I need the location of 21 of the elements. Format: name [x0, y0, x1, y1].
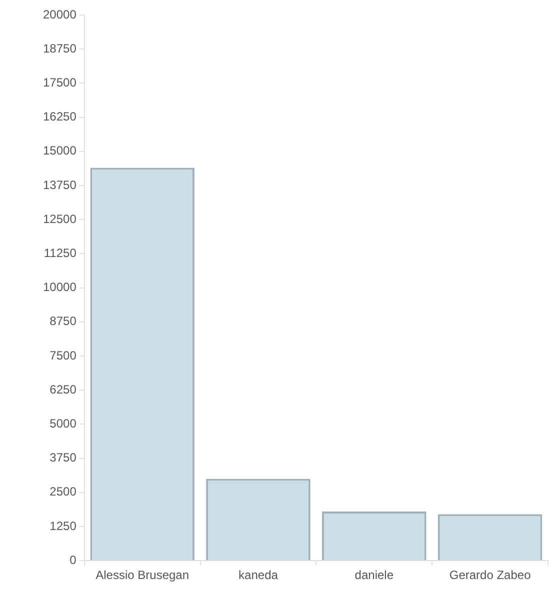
y-tick-label: 0: [70, 552, 77, 567]
y-tick-label: 7500: [50, 348, 77, 362]
y-tick-label: 15000: [42, 144, 77, 158]
y-tick-label: 3750: [50, 450, 77, 465]
y-tick-label: 20000: [42, 7, 77, 22]
x-tick-label: daniele: [354, 568, 394, 582]
y-tick-label: 10000: [42, 280, 77, 294]
x-tick-label: Gerardo Zabeo: [449, 568, 532, 582]
x-tick-label: kaneda: [238, 568, 278, 582]
y-tick-label: 16250: [42, 110, 77, 124]
y-tick-label: 8750: [50, 314, 77, 328]
y-tick-label: 12500: [42, 212, 77, 226]
x-tick-label: Alessio Brusegan: [96, 568, 190, 582]
y-tick-label: 2500: [50, 484, 77, 499]
y-tick-label: 5000: [50, 416, 77, 431]
y-tick-label: 18750: [42, 41, 77, 56]
y-tick-label: 1250: [50, 518, 77, 533]
y-tick-label: 17500: [42, 76, 77, 90]
y-tick-label: 11250: [44, 246, 77, 260]
y-tick-label: 13750: [42, 178, 77, 192]
y-tick-label: 6250: [50, 382, 77, 396]
